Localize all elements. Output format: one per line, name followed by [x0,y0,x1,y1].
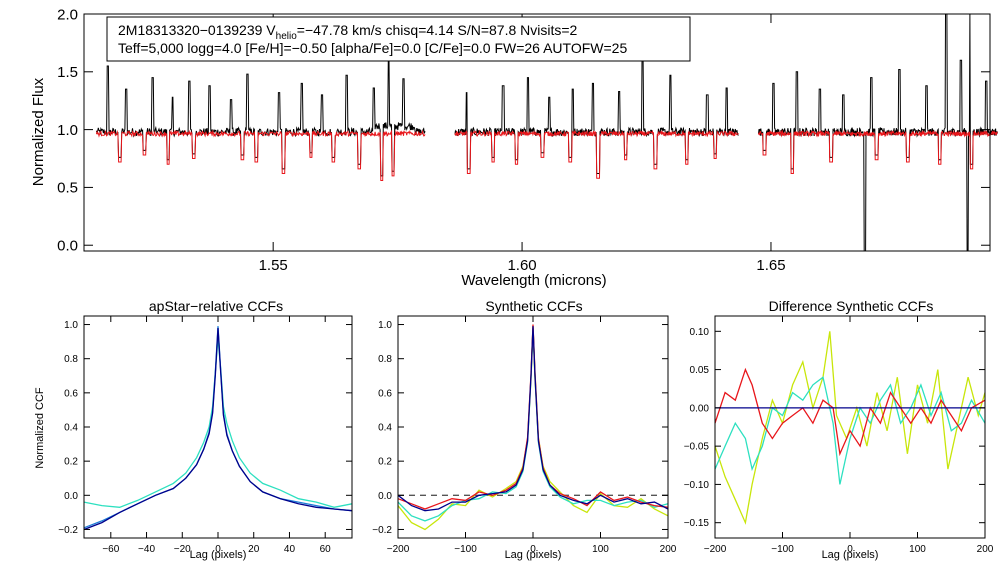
x-tick-label: −40 [138,544,155,555]
series-line-red [714,367,986,457]
x-tick-label: 100 [592,544,609,555]
y-tick-label: 0.8 [378,354,392,365]
y-tick-label: 0.6 [378,388,392,399]
series-line-cyan [714,376,986,485]
x-tick-label: 200 [977,544,994,555]
series-line-yellow [714,331,986,525]
info-line-2: Teff=5,000 logg=4.0 [Fe/H]=−0.50 [alpha/… [118,40,627,56]
spectrum-synthetic-model [454,129,739,179]
synthetic-ccf-xlabel: Lag (pixels) [505,549,562,561]
difference-ccf-traces [714,331,986,525]
y-tick-label: 0.05 [690,365,710,376]
x-tick-label: 0 [847,544,853,555]
y-tick-label: 0.0 [378,491,392,502]
spectrum-frame [83,13,991,252]
series-line-visit-2 [83,326,353,529]
y-tick-label: −0.10 [684,480,710,491]
info-line-1-star: 2M18313320−0139239 V [118,22,276,38]
x-tick-label: 1.60 [507,257,536,274]
spectrum-xlabel: Wavelength (microns) [461,272,606,289]
apstar-ccf-axes: −60 −40 −20 0 20 40 60 −0.2 0.0 0.2 0.4 0.6 0.8 1.0 [58,316,352,555]
x-tick-label: 100 [909,544,926,555]
x-tick-label: 200 [660,544,677,555]
apstar-ccf-panel: apStar−relative CCFs −60 −40 −20 0 20 40 60 −0.… [34,298,353,561]
x-tick-label: 1.65 [756,257,785,274]
x-tick-label: −100 [771,544,794,555]
x-tick-label: −60 [102,544,119,555]
x-tick-label: 60 [320,544,332,555]
y-tick-label: 0.8 [64,354,78,365]
y-tick-label: 2.0 [57,6,78,23]
difference-ccf-xlabel: Lag (pixels) [822,549,879,561]
difference-ccf-panel: Difference Synthetic CCFs −200 −100 0 100 20… [684,298,994,561]
x-tick-label: −200 [704,544,727,555]
y-tick-label: 0.6 [64,388,78,399]
x-tick-label: 0 [530,544,536,555]
y-tick-label: 0.10 [690,327,710,338]
y-tick-label: 0.0 [57,237,78,254]
spectrum-observed-spectrum [95,57,426,177]
synthetic-ccf-axes: −200 −100 0 100 200 −0.2 0.0 0.2 0.4 0.6 0.8 1.0 [372,316,677,555]
y-tick-label: −0.2 [58,525,78,536]
x-tick-label: 1.55 [259,257,288,274]
x-tick-label: 20 [248,544,260,555]
y-tick-label: 1.0 [64,320,78,331]
apstar-ccf-title: apStar−relative CCFs [149,298,283,314]
series-line-visit-1 [83,327,353,531]
y-tick-label: 0.0 [64,491,78,502]
synthetic-ccf-frame [397,315,669,539]
y-tick-label: 1.5 [57,64,78,81]
apstar-ccf-ylabel: Normalized CCF [34,387,46,469]
y-tick-label: −0.15 [684,518,710,529]
series-line-cyan [397,327,669,522]
y-tick-label: −0.05 [684,442,710,453]
info-line-1-rest: =−47.78 km/s chisq=4.14 S/N=87.8 Nvisits… [297,22,578,38]
info-line-1: 2M18313320−0139239 Vhelio=−47.78 km/s ch… [118,22,578,42]
info-line-1-subscript: helio [276,31,298,42]
y-tick-label: 1.0 [57,122,78,139]
y-tick-label: 1.0 [378,320,392,331]
x-tick-label: 0 [215,544,221,555]
synthetic-ccf-traces [397,324,669,531]
spectrum-ylabel: Normalized Flux [30,77,47,186]
difference-ccf-axes: −200 −100 0 100 200 −0.15 −0.10 −0.05 0.00 0.05 0.… [684,316,994,555]
y-tick-label: 0.4 [378,423,392,434]
series-line-yellow [397,329,669,531]
synthetic-ccf-title: Synthetic CCFs [485,298,582,314]
info-box [106,16,691,62]
y-tick-label: 0.00 [690,403,710,414]
spectrum-traces [95,13,998,252]
y-tick-label: 0.4 [64,423,78,434]
synthetic-ccf-panel: Synthetic CCFs −200 −100 0 100 200 −0.2 0.0 0.2… [372,298,677,561]
y-tick-label: 0.5 [57,180,78,197]
series-line-combined [83,338,353,508]
x-tick-label: −20 [174,544,191,555]
y-tick-label: 0.2 [378,457,392,468]
spectrum-panel: 1.55 1.60 1.65 0.0 0.5 1.0 1.5 2.0 2M18313320−0… [30,6,998,289]
x-tick-label: −200 [387,544,410,555]
apstar-ccf-traces [83,326,353,531]
difference-ccf-title: Difference Synthetic CCFs [769,298,934,314]
x-tick-label: −100 [454,544,477,555]
y-tick-label: −0.2 [372,525,392,536]
series-line-red [397,324,669,510]
spectrum-synthetic-model [95,129,426,181]
apstar-ccf-xlabel: Lag (pixels) [190,549,247,561]
x-tick-label: 40 [284,544,296,555]
series-line-navy [397,326,669,512]
y-tick-label: 0.2 [64,457,78,468]
spectrum-synthetic-model [758,129,998,174]
